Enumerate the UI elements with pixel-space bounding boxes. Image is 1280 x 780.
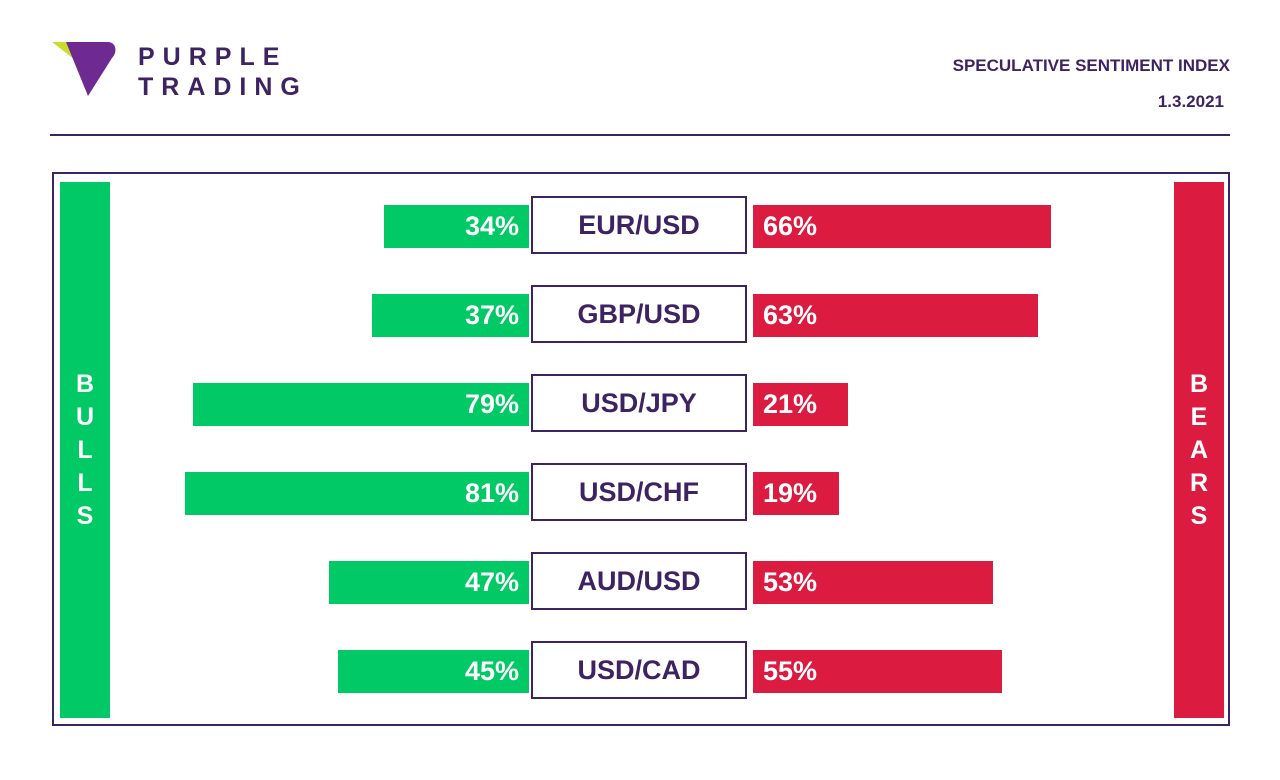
bear-bar: 53% (753, 561, 993, 604)
bull-bar: 47% (329, 561, 529, 604)
currency-pair-label: AUD/USD (531, 552, 747, 610)
purple-trading-logo-icon (52, 42, 116, 96)
brand-logo: PURPLE TRADING (52, 40, 322, 102)
bull-bar: 34% (384, 205, 529, 248)
brand-name: PURPLE TRADING (138, 42, 308, 102)
bears-label: BEARS (1189, 369, 1209, 530)
bear-bar: 66% (753, 205, 1051, 248)
bulls-label: BULLS (75, 369, 95, 530)
bear-bar: 63% (753, 294, 1038, 337)
report-date: 1.3.2021 (1157, 92, 1224, 111)
header-divider (50, 134, 1230, 136)
currency-pair-label: GBP/USD (531, 285, 747, 343)
bear-bar: 55% (753, 650, 1002, 693)
bulls-column: BULLS (60, 182, 110, 718)
chart-frame: BULLS BEARS (52, 172, 1230, 726)
currency-pair-label: USD/CHF (531, 463, 747, 521)
currency-pair-label: EUR/USD (531, 196, 747, 254)
report-title: SPECULATIVE SENTIMENT INDEX (952, 56, 1230, 75)
brand-line-1: PURPLE (138, 43, 288, 71)
bull-bar: 81% (185, 472, 529, 515)
bull-bar: 79% (193, 383, 529, 426)
bear-bar: 21% (753, 383, 848, 426)
bears-column: BEARS (1174, 182, 1224, 718)
currency-pair-label: USD/JPY (531, 374, 747, 432)
currency-pair-label: USD/CAD (531, 641, 747, 699)
brand-line-2: TRADING (138, 73, 308, 101)
bear-bar: 19% (753, 472, 839, 515)
bull-bar: 37% (372, 294, 529, 337)
bull-bar: 45% (338, 650, 529, 693)
